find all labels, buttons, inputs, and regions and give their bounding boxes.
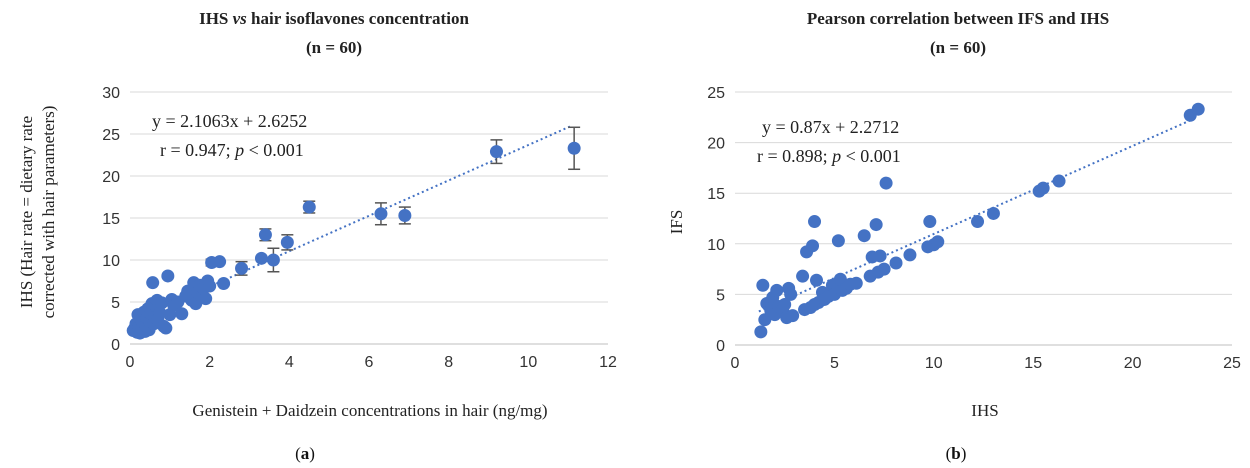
data-point [857, 229, 871, 243]
data-point [889, 256, 903, 270]
x-tick-label: 0 [126, 354, 135, 371]
data-point [1052, 174, 1066, 188]
chart-b-y-tick-labels: 0 5 10 15 20 25 [707, 85, 725, 355]
data-point [175, 307, 189, 321]
data-point [153, 306, 167, 320]
data-point [879, 176, 893, 190]
data-point [808, 215, 822, 229]
y-tick-label: 20 [707, 136, 725, 153]
y-tick-label: 20 [102, 169, 120, 186]
x-tick-label: 20 [1124, 355, 1142, 372]
data-point [146, 276, 160, 290]
data-point [869, 218, 883, 232]
chart-b-panel-label: (b) [946, 444, 967, 463]
y-tick-label: 30 [102, 85, 120, 102]
data-point [754, 325, 768, 339]
x-tick-label: 6 [365, 354, 374, 371]
data-point [923, 215, 937, 229]
chart-b-title-line2: (n = 60) [930, 38, 986, 57]
data-point [489, 145, 503, 159]
chart-b: Pearson correlation between IFS and IHS … [667, 9, 1241, 463]
data-point [770, 283, 784, 297]
data-point [931, 235, 945, 249]
y-tick-label: 25 [707, 85, 725, 102]
data-point [203, 279, 217, 293]
data-point [266, 253, 280, 267]
chart-a: IHS vs hair isoflavones concentration (n… [17, 9, 617, 463]
data-point [254, 251, 268, 265]
chart-a-r-value: r = 0.947; p < 0.001 [160, 140, 304, 160]
chart-b-x-axis-label: IHS [971, 401, 998, 420]
chart-a-y-axis-label-line2: corrected with hair parameters) [39, 106, 58, 319]
chart-a-points [126, 141, 581, 340]
chart-a-title-line2: (n = 60) [306, 38, 362, 57]
y-tick-label: 15 [102, 211, 120, 228]
x-tick-label: 10 [519, 354, 537, 371]
data-point [806, 239, 820, 253]
data-point [217, 277, 231, 291]
chart-a-x-tick-labels: 0 2 4 6 8 10 12 [126, 354, 617, 371]
x-tick-label: 8 [444, 354, 453, 371]
data-point [877, 262, 891, 276]
y-tick-label: 25 [102, 127, 120, 144]
data-point [831, 234, 845, 248]
x-tick-label: 25 [1223, 355, 1241, 372]
y-tick-label: 5 [716, 287, 725, 304]
data-point [971, 215, 985, 229]
y-tick-label: 10 [102, 253, 120, 270]
x-tick-label: 10 [925, 355, 943, 372]
x-tick-label: 5 [830, 355, 839, 372]
y-tick-label: 5 [111, 295, 120, 312]
data-point [796, 269, 810, 283]
data-point [1191, 102, 1205, 116]
data-point [374, 207, 388, 221]
data-point [567, 141, 581, 155]
data-point [778, 298, 792, 312]
y-tick-label: 15 [707, 186, 725, 203]
chart-a-y-tick-labels: 0 5 10 15 20 25 30 [102, 85, 120, 354]
x-tick-label: 4 [285, 354, 294, 371]
chart-a-y-axis-label-line1: IHS (Hair rate = dietary rate [17, 116, 36, 308]
data-point [280, 235, 294, 249]
data-point [398, 208, 412, 222]
y-tick-label: 0 [111, 337, 120, 354]
x-tick-label: 2 [205, 354, 214, 371]
data-point [155, 296, 169, 310]
chart-b-title-line1: Pearson correlation between IFS and IHS [807, 9, 1109, 28]
data-point [784, 287, 798, 301]
chart-a-x-axis-label: Genistein + Daidzein concentrations in h… [192, 401, 547, 420]
x-tick-label: 12 [599, 354, 617, 371]
data-point [903, 248, 917, 262]
data-point [849, 276, 863, 290]
chart-b-points [754, 102, 1205, 339]
chart-b-equation: y = 0.87x + 2.2712 [762, 117, 899, 137]
data-point [302, 200, 316, 214]
data-point [161, 269, 175, 283]
data-point [786, 309, 800, 323]
chart-b-x-tick-labels: 0 5 10 15 20 25 [731, 355, 1241, 372]
chart-b-y-axis-label: IFS [667, 210, 686, 235]
x-tick-label: 0 [731, 355, 740, 372]
chart-a-equation: y = 2.1063x + 2.6252 [152, 111, 307, 131]
data-point [1036, 181, 1050, 195]
chart-b-r-value: r = 0.898; p < 0.001 [757, 146, 901, 166]
data-point [159, 321, 173, 335]
x-tick-label: 15 [1024, 355, 1042, 372]
data-point [199, 292, 213, 306]
y-tick-label: 10 [707, 237, 725, 254]
data-point [756, 278, 770, 292]
data-point [986, 206, 1000, 220]
data-point [810, 273, 824, 287]
data-point [873, 249, 887, 263]
y-tick-label: 0 [716, 338, 725, 355]
data-point [258, 228, 272, 242]
chart-a-title-line1: IHS vs hair isoflavones concentration [199, 9, 469, 28]
chart-a-panel-label: (a) [295, 444, 315, 463]
data-point [213, 255, 227, 269]
data-point [235, 261, 249, 275]
